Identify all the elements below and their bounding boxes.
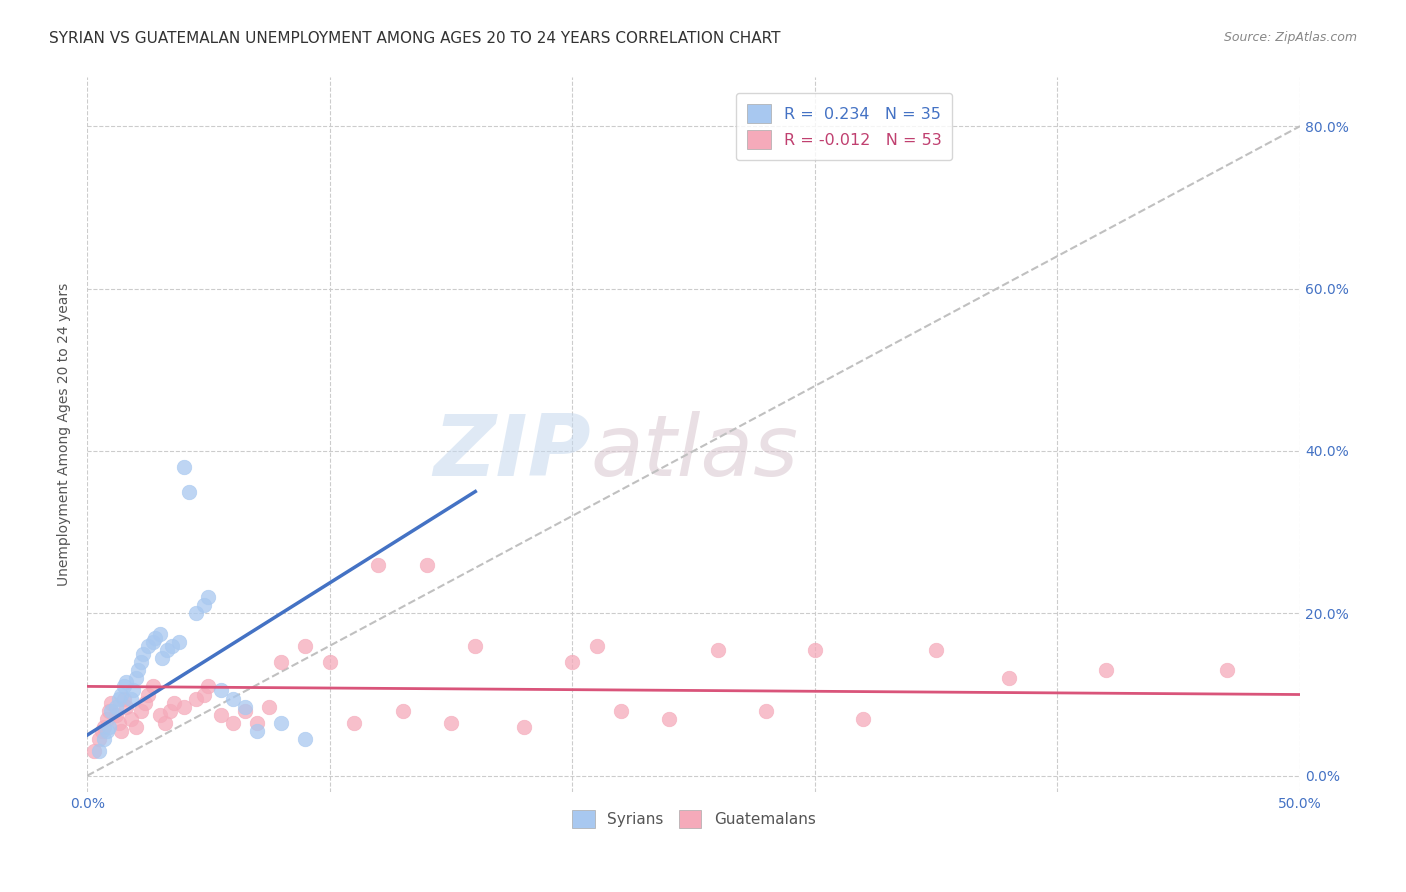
Point bbox=[186, 691, 208, 706]
Point bbox=[177, 484, 200, 499]
Point bbox=[233, 699, 256, 714]
Point bbox=[105, 707, 128, 722]
Point bbox=[319, 655, 342, 669]
Point bbox=[124, 720, 146, 734]
Point bbox=[998, 671, 1021, 685]
Point bbox=[110, 724, 132, 739]
Point bbox=[513, 720, 536, 734]
Point bbox=[233, 704, 256, 718]
Point bbox=[391, 704, 413, 718]
Point bbox=[96, 724, 118, 739]
Text: atlas: atlas bbox=[591, 411, 799, 494]
Point bbox=[193, 598, 215, 612]
Point bbox=[124, 671, 146, 685]
Point bbox=[464, 639, 486, 653]
Point bbox=[222, 715, 245, 730]
Point bbox=[136, 639, 159, 653]
Point bbox=[367, 558, 389, 572]
Point bbox=[150, 651, 173, 665]
Point bbox=[163, 696, 186, 710]
Point bbox=[852, 712, 875, 726]
Point bbox=[343, 715, 366, 730]
Point bbox=[89, 732, 111, 747]
Point bbox=[153, 715, 176, 730]
Point bbox=[658, 712, 681, 726]
Point bbox=[89, 744, 111, 758]
Point bbox=[142, 680, 165, 694]
Point bbox=[132, 647, 155, 661]
Point bbox=[197, 680, 219, 694]
Point bbox=[149, 707, 172, 722]
Point bbox=[120, 712, 142, 726]
Point bbox=[160, 639, 183, 653]
Point bbox=[100, 704, 122, 718]
Point bbox=[222, 691, 245, 706]
Point bbox=[136, 688, 159, 702]
Point bbox=[1216, 663, 1239, 677]
Point bbox=[257, 699, 280, 714]
Point bbox=[1095, 663, 1118, 677]
Point bbox=[270, 715, 292, 730]
Point bbox=[110, 688, 132, 702]
Point bbox=[115, 675, 138, 690]
Point bbox=[129, 704, 152, 718]
Point bbox=[173, 460, 195, 475]
Point bbox=[925, 643, 948, 657]
Point bbox=[100, 696, 122, 710]
Point bbox=[246, 715, 269, 730]
Point bbox=[159, 704, 181, 718]
Point bbox=[169, 634, 191, 648]
Point bbox=[96, 712, 118, 726]
Point bbox=[127, 663, 149, 677]
Point bbox=[173, 699, 195, 714]
Point bbox=[561, 655, 583, 669]
Y-axis label: Unemployment Among Ages 20 to 24 years: Unemployment Among Ages 20 to 24 years bbox=[58, 283, 72, 586]
Point bbox=[83, 744, 105, 758]
Point bbox=[707, 643, 730, 657]
Point bbox=[122, 683, 145, 698]
Point bbox=[107, 691, 129, 706]
Point bbox=[585, 639, 607, 653]
Point bbox=[112, 691, 135, 706]
Point bbox=[294, 732, 316, 747]
Point bbox=[610, 704, 633, 718]
Point bbox=[142, 634, 165, 648]
Point bbox=[209, 707, 232, 722]
Point bbox=[193, 688, 215, 702]
Point bbox=[804, 643, 827, 657]
Point bbox=[755, 704, 778, 718]
Point bbox=[143, 631, 166, 645]
Text: Source: ZipAtlas.com: Source: ZipAtlas.com bbox=[1223, 31, 1357, 45]
Point bbox=[93, 720, 115, 734]
Point bbox=[112, 680, 135, 694]
Point bbox=[98, 704, 121, 718]
Point bbox=[186, 607, 208, 621]
Point bbox=[246, 724, 269, 739]
Text: SYRIAN VS GUATEMALAN UNEMPLOYMENT AMONG AGES 20 TO 24 YEARS CORRELATION CHART: SYRIAN VS GUATEMALAN UNEMPLOYMENT AMONG … bbox=[49, 31, 780, 46]
Point bbox=[90, 724, 112, 739]
Point bbox=[107, 715, 129, 730]
Point bbox=[120, 691, 142, 706]
Point bbox=[209, 683, 232, 698]
Point bbox=[134, 696, 156, 710]
Point bbox=[129, 655, 152, 669]
Point bbox=[270, 655, 292, 669]
Point bbox=[149, 626, 172, 640]
Point bbox=[115, 699, 138, 714]
Point bbox=[416, 558, 439, 572]
Point bbox=[197, 590, 219, 604]
Point bbox=[105, 699, 128, 714]
Legend: Syrians, Guatemalans: Syrians, Guatemalans bbox=[565, 804, 821, 834]
Point bbox=[294, 639, 316, 653]
Point bbox=[93, 732, 115, 747]
Point bbox=[98, 720, 121, 734]
Point bbox=[440, 715, 463, 730]
Point bbox=[156, 643, 179, 657]
Text: ZIP: ZIP bbox=[433, 411, 591, 494]
